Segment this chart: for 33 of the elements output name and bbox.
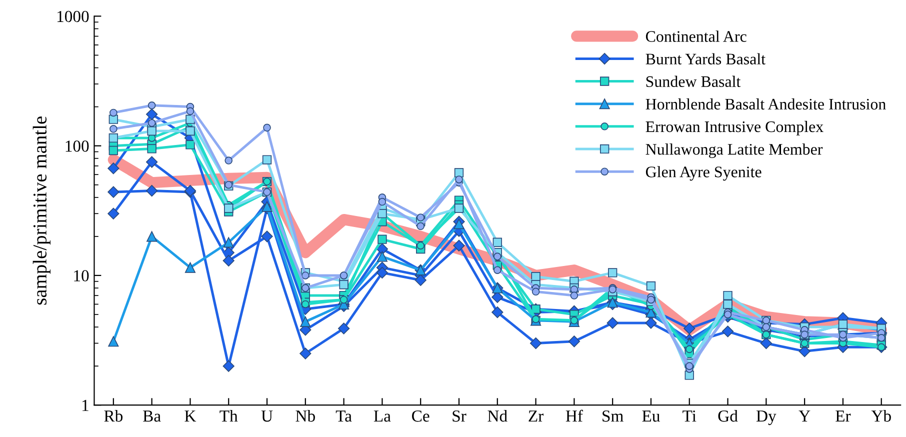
legend-label: Continental Arc xyxy=(646,30,746,42)
x-tick-label: Er xyxy=(836,410,851,422)
x-tick-label: Ti xyxy=(682,410,696,422)
y-tick-label: 100 xyxy=(66,140,89,152)
x-tick-label: Zr xyxy=(528,410,544,422)
x-tick-label: Ba xyxy=(143,410,161,422)
x-tick-label: Yb xyxy=(871,410,891,422)
x-tick-label: Dy xyxy=(756,410,776,426)
y-tick-label: 1000 xyxy=(57,10,89,22)
x-tick-label: Eu xyxy=(642,410,660,422)
legend-label: Glen Ayre Syenite xyxy=(646,166,762,181)
x-tick-label: Ta xyxy=(336,410,352,422)
x-tick-label: La xyxy=(374,410,391,422)
x-tick-label: Y xyxy=(798,410,810,422)
legend-label: Hornblende Basalt Andesite Intrusion xyxy=(646,98,886,110)
legend-label: Nullawonga Latite Member xyxy=(646,143,823,158)
x-tick-label: Ce xyxy=(412,410,430,422)
legend-label: Sundew Basalt xyxy=(646,76,741,88)
x-tick-label: Th xyxy=(220,410,238,422)
x-tick-label: Gd xyxy=(718,410,738,422)
legend-label: Burnt Yards Basalt xyxy=(646,53,766,64)
y-tick-label: 10 xyxy=(74,270,89,282)
x-tick-label: Nd xyxy=(488,410,508,422)
x-tick-label: Rb xyxy=(104,410,123,422)
x-tick-label: Hf xyxy=(566,410,583,422)
x-tick-label: Sm xyxy=(602,410,624,422)
x-tick-label: Sr xyxy=(452,410,466,422)
y-tick-label: 1 xyxy=(82,400,88,411)
legend-label: Errowan Intrusive Complex xyxy=(646,120,824,136)
y-axis-title: sample/primitive mantle xyxy=(32,116,50,305)
x-tick-label: Nb xyxy=(296,410,315,422)
x-tick-label: K xyxy=(184,410,196,422)
x-tick-label: U xyxy=(261,410,273,422)
